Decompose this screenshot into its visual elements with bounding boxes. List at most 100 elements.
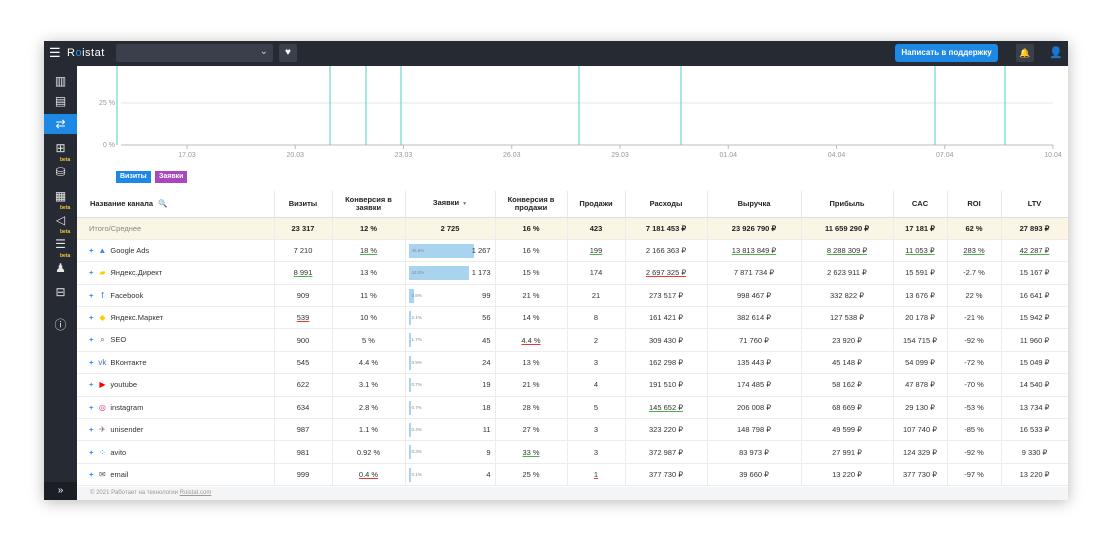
col-header[interactable]: ROI	[947, 191, 1002, 218]
table-cell: 0.1% 4	[405, 463, 496, 487]
col-header[interactable]: Выручка	[707, 191, 802, 218]
col-header-label: Конверсия в заявки	[345, 194, 392, 212]
expand-plus-icon[interactable]: +	[89, 469, 94, 479]
col-header-name[interactable]: Название канала 🔍	[77, 191, 275, 218]
col-header[interactable]: Продажи	[567, 191, 626, 218]
heart-icon[interactable]: ♥	[279, 44, 297, 62]
table-row[interactable]: + ✉ email 999 0.4 % 0.1% 4 25 % 1 377 730 ₽ 39 660…	[77, 463, 1068, 487]
channel-name-cell[interactable]: + ▶ youtube	[77, 373, 275, 397]
cell-value: 900	[296, 335, 310, 345]
table-row[interactable]: + f Facebook 909 11 % 3.6% 99 21 % 21 273 517 ₽ 99…	[77, 284, 1068, 308]
bell-icon[interactable]: 🔔	[1016, 44, 1034, 62]
expand-plus-icon[interactable]: +	[89, 358, 94, 368]
channel-name: avito	[110, 447, 127, 457]
table-cell: 33 %	[495, 440, 568, 464]
expand-plus-icon[interactable]: +	[89, 402, 94, 412]
channel-name-cell[interactable]: + f Facebook	[77, 284, 275, 308]
expand-plus-icon[interactable]: +	[89, 335, 94, 345]
channel-name-cell[interactable]: + ▲ Google Ads	[77, 239, 275, 263]
channel-name-cell[interactable]: + ✉ email	[77, 463, 275, 487]
channel-name-cell[interactable]: + ✈ unisender	[77, 418, 275, 442]
channels-icon[interactable]: ⇄	[44, 114, 77, 134]
users-icon[interactable]: ♟	[55, 261, 66, 275]
table-cell: 0.3% 9	[405, 440, 496, 464]
logo-o: o	[75, 47, 83, 59]
expand-plus-icon[interactable]: +	[89, 380, 94, 390]
y-tick-label: 0 %	[103, 142, 115, 149]
col-header[interactable]: Конверсия в заявки	[332, 191, 406, 218]
expand-plus-icon[interactable]: +	[89, 447, 94, 457]
user-icon[interactable]: 👤	[1049, 47, 1063, 59]
table-row[interactable]: + ✈ unisender 987 1.1 % 0.4% 11 27 % 3 323 220 ₽ 1…	[77, 418, 1068, 442]
channel-name-cell[interactable]: + vk ВКонтакте	[77, 351, 275, 375]
cell-value: 39 660 ₽	[739, 469, 769, 479]
cell-value: 2 623 911 ₽	[827, 268, 867, 278]
expand-plus-icon[interactable]: +	[89, 246, 94, 256]
expand-plus-icon[interactable]: +	[89, 268, 94, 278]
cell-value: 323 220 ₽	[649, 425, 683, 435]
cell-value: 1	[593, 469, 599, 479]
sort-desc-icon[interactable]: ▼	[462, 201, 468, 208]
grid-icon[interactable]: ⊟	[55, 285, 66, 299]
cell-value: 18 %	[359, 246, 378, 256]
channel-name-cell[interactable]: + ⌕ SEO	[77, 328, 275, 352]
cell-value: 16 641 ₽	[1019, 290, 1050, 300]
footer-link[interactable]: Roistat.com	[179, 490, 212, 496]
support-button[interactable]: Написать в поддержку	[895, 44, 998, 62]
table-row[interactable]: + ⌕ SEO 900 5 % 1.7% 45 4.4 % 2 309 430 ₽ 71 760 ₽…	[77, 328, 1068, 352]
table-cell: 3.1 %	[332, 373, 406, 397]
table-row[interactable]: + ▶ youtube 622 3.1 % 0.7% 19 21 % 4 191 510 ₽ 174…	[77, 373, 1068, 397]
table-cell: 987	[274, 418, 333, 442]
expand-plus-icon[interactable]: +	[89, 313, 94, 323]
col-header-label: Название канала	[90, 198, 154, 208]
table-cell: 2.1% 56	[405, 306, 496, 330]
table-cell: 27 991 ₽	[801, 440, 894, 464]
col-header[interactable]: Конверсия в продажи	[495, 191, 568, 218]
expand-plus-icon[interactable]: +	[89, 425, 94, 435]
col-header[interactable]: Прибыль	[801, 191, 894, 218]
channel-name-cell[interactable]: + ◎ instagram	[77, 396, 275, 420]
channel-name-cell[interactable]: + ⁘ avito	[77, 440, 275, 464]
cell-value: -97 %	[964, 469, 984, 479]
logo[interactable]: Roistat	[67, 47, 105, 59]
col-header[interactable]: Визиты	[274, 191, 333, 218]
table-row[interactable]: + ◆ Яндекс.Маркет 539 10 % 2.1% 56 14 % 8 161 421…	[77, 306, 1068, 330]
table-cell: 47 878 ₽	[893, 373, 948, 397]
cell-value: 8 991	[293, 268, 313, 278]
table-row[interactable]: + ◎ instagram 634 2.8 % 0.7% 18 28 % 5 145 652 ₽ 2…	[77, 396, 1068, 420]
legend-visits-button[interactable]: Визиты	[116, 171, 151, 183]
table-row[interactable]: + ▰ Яндекс.Директ 8 991 13 % 43.0% 1 173 15 % 17…	[77, 261, 1068, 285]
menu-icon[interactable]: ☰	[49, 45, 61, 60]
search-icon[interactable]: 🔍	[158, 198, 168, 208]
table-cell: 634	[274, 396, 333, 420]
legend-requests-button[interactable]: Заявки	[155, 171, 188, 183]
megaphone-icon[interactable]: ◁	[55, 213, 66, 227]
project-select[interactable]: ⌄	[116, 44, 273, 62]
total-cell: 2 725	[405, 217, 496, 240]
table-row[interactable]: + vk ВКонтакте 545 4.4 % 0.9% 24 13 % 3 162 298 ₽…	[77, 351, 1068, 375]
table-cell: 46.5% 1 267	[405, 239, 496, 263]
col-header[interactable]: CAC	[893, 191, 948, 218]
sitemap-icon[interactable]: ⊞	[55, 141, 66, 155]
col-header[interactable]: Заявки ▼	[405, 191, 496, 218]
cell-value: 124 329 ₽	[903, 447, 937, 457]
table-row[interactable]: + ⁘ avito 981 0.92 % 0.3% 9 33 % 3 372 987 ₽ 83 97…	[77, 440, 1068, 464]
sidebar-expand-icon[interactable]: »	[44, 482, 77, 500]
info-icon[interactable]: ⓘ	[54, 318, 67, 332]
requests-share-bar	[408, 266, 470, 281]
col-header[interactable]: LTV	[1001, 191, 1068, 218]
table-row[interactable]: + ▲ Google Ads 7 210 18 % 46.5% 1 267 16 % 199 2 …	[77, 239, 1068, 263]
col-header[interactable]: Расходы	[625, 191, 708, 218]
cell-value: 999	[296, 469, 310, 479]
dashboard-icon[interactable]: ▥	[54, 74, 67, 88]
calendar-icon[interactable]: ▦	[54, 189, 67, 203]
clipboard-icon[interactable]: ▤	[54, 94, 67, 108]
cell-value: 15 167 ₽	[1019, 268, 1050, 278]
coins-icon[interactable]: ☰	[55, 237, 66, 251]
channel-name-cell[interactable]: + ▰ Яндекс.Директ	[77, 261, 275, 285]
expand-plus-icon[interactable]: +	[89, 290, 94, 300]
channel-name-cell[interactable]: + ◆ Яндекс.Маркет	[77, 306, 275, 330]
requests-value: 19	[482, 380, 491, 390]
cart-icon[interactable]: ⛁	[55, 165, 66, 179]
cell-value: 20 178 ₽	[905, 313, 935, 323]
